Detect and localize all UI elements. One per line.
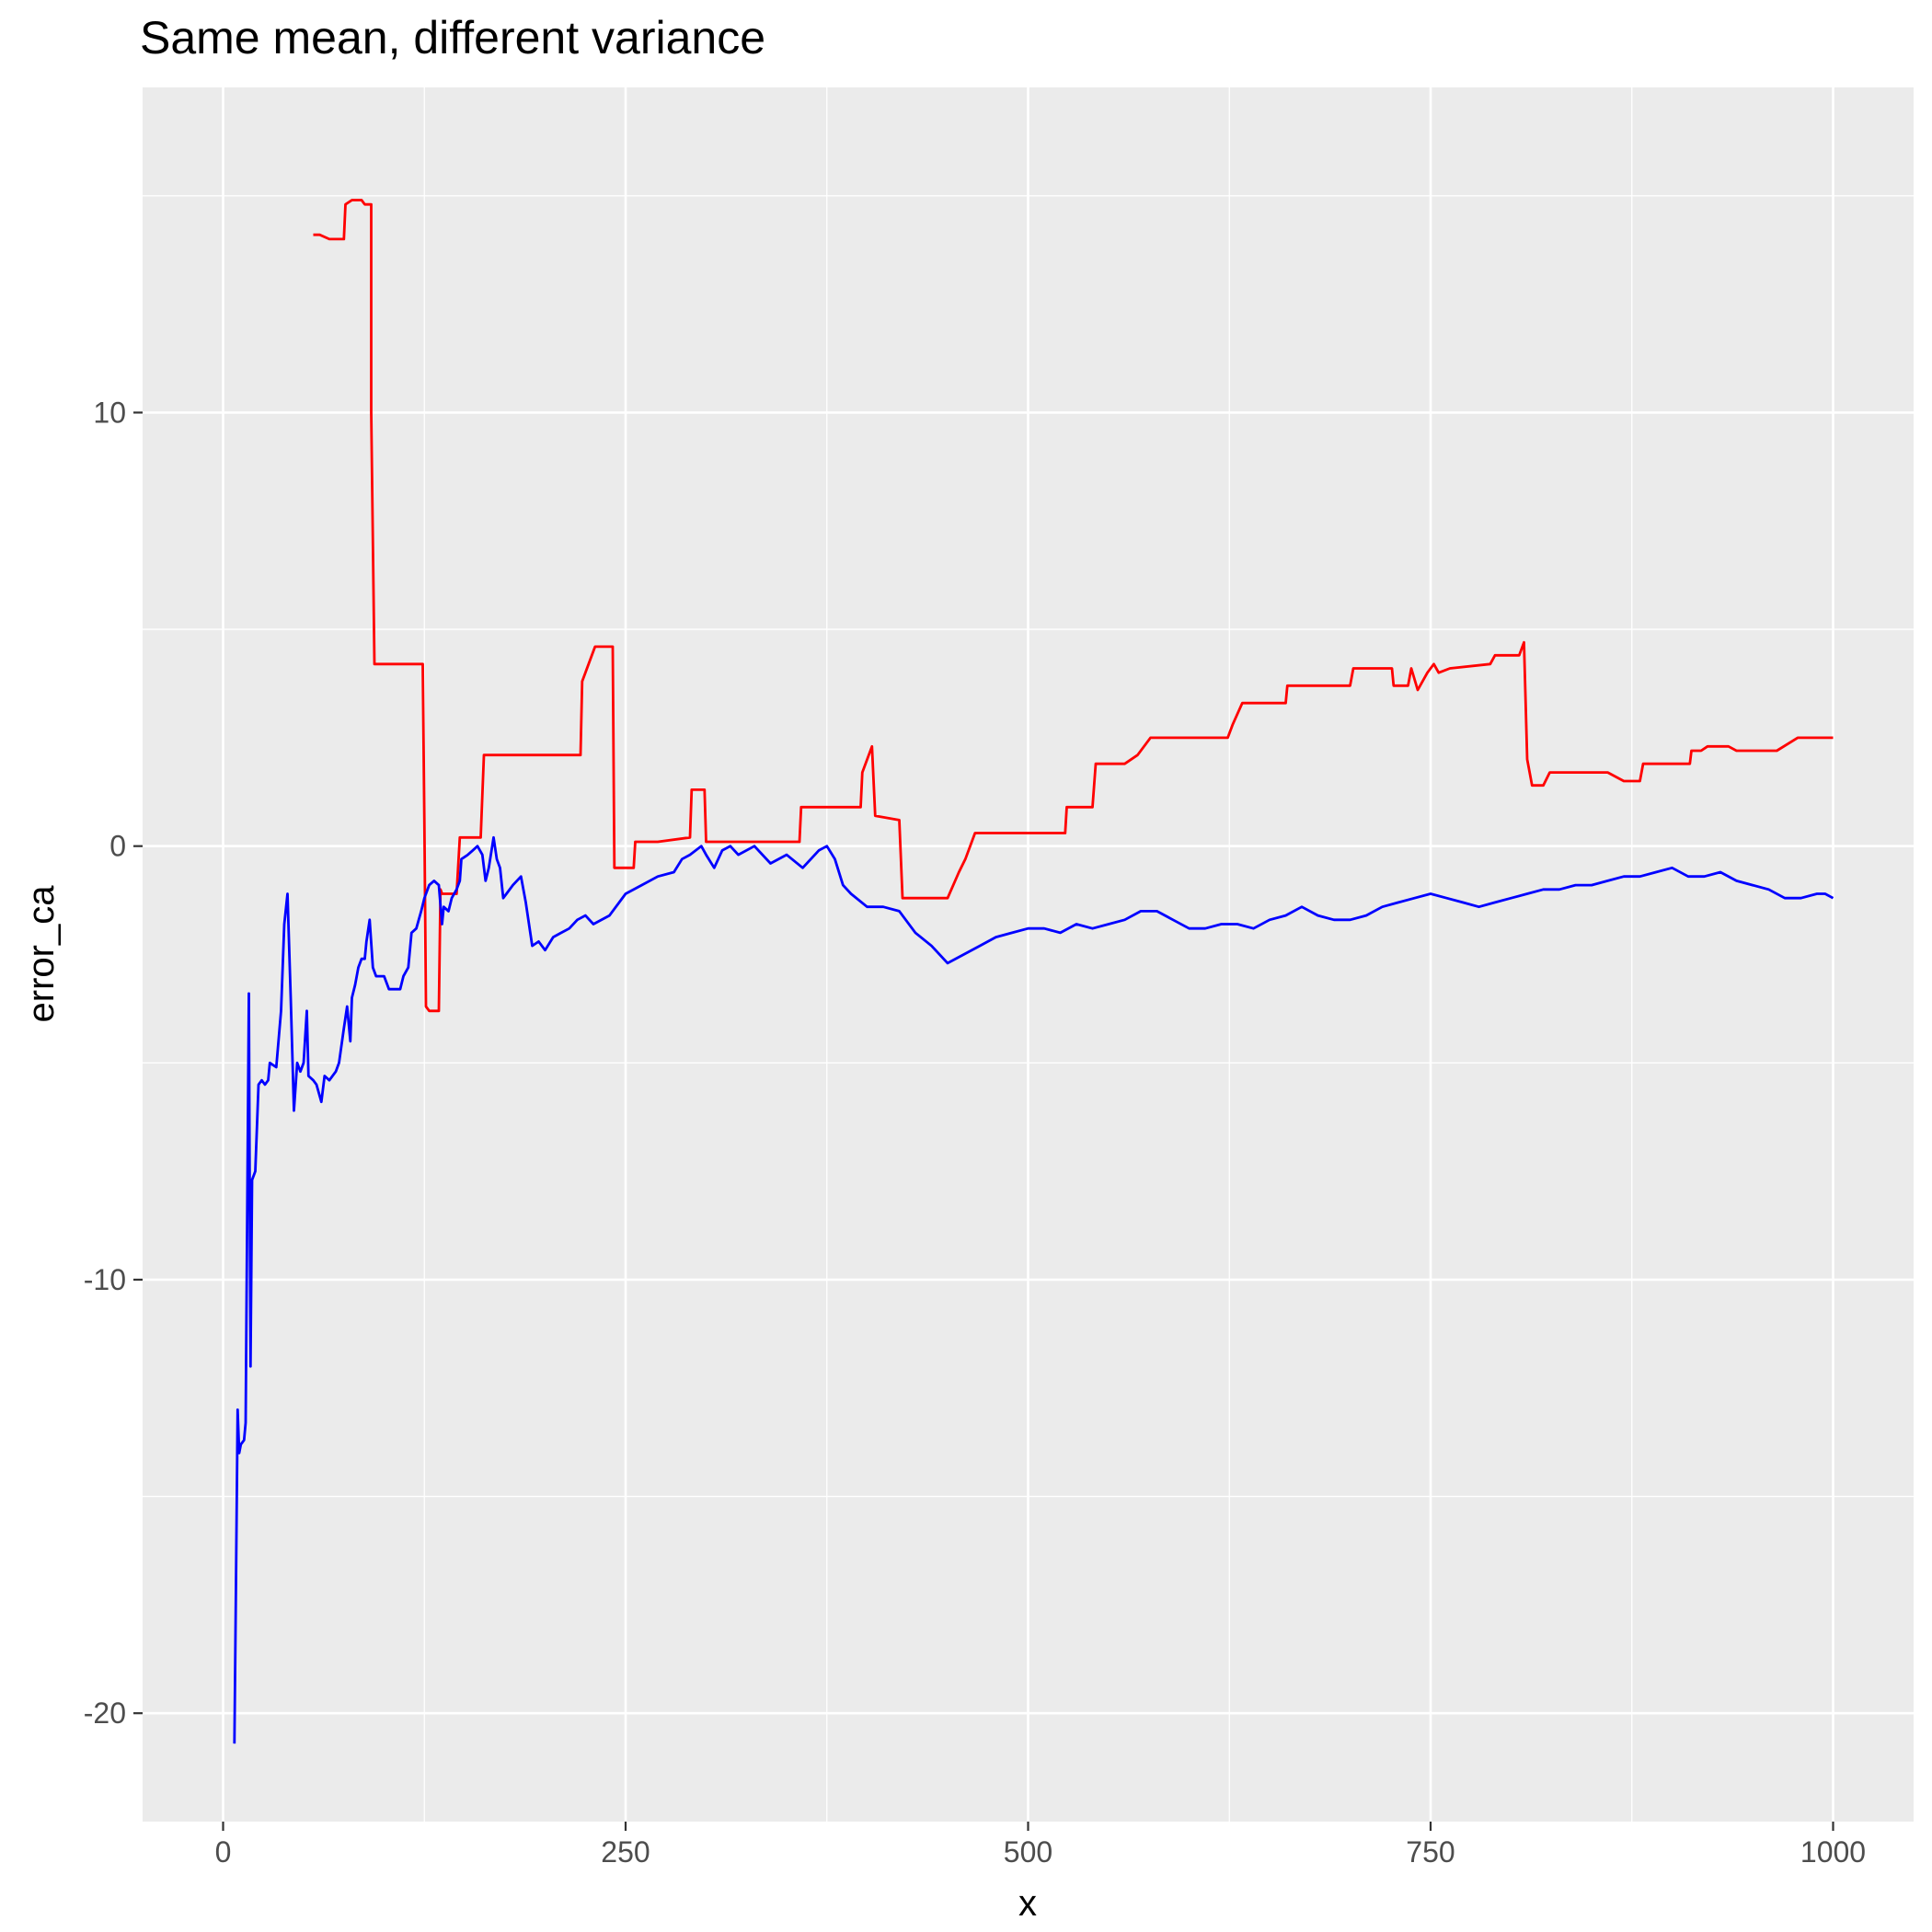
y-axis-title: error_ca xyxy=(21,885,62,1023)
x-tick-label: 250 xyxy=(601,1835,650,1869)
x-tick-label: 500 xyxy=(1004,1835,1052,1869)
y-tick-label: -20 xyxy=(84,1696,126,1730)
axis-layer: 0 250 500 750 1000 -20 -10 0 10 xyxy=(84,396,1866,1869)
grid-major xyxy=(143,87,1914,1822)
y-tick-label: -10 xyxy=(84,1263,126,1296)
chart-title: Same mean, different variance xyxy=(140,12,766,63)
series-line-2 xyxy=(233,835,1834,1744)
x-tick-label: 0 xyxy=(215,1835,232,1869)
series-layer xyxy=(233,199,1834,1744)
y-tick-label: 0 xyxy=(109,830,126,863)
x-tick-label: 750 xyxy=(1406,1835,1455,1869)
x-tick-label: 1000 xyxy=(1800,1835,1866,1869)
y-tick-label: 10 xyxy=(93,396,126,429)
series-line-1 xyxy=(313,199,1834,1013)
x-axis-title: x xyxy=(1018,1883,1037,1924)
